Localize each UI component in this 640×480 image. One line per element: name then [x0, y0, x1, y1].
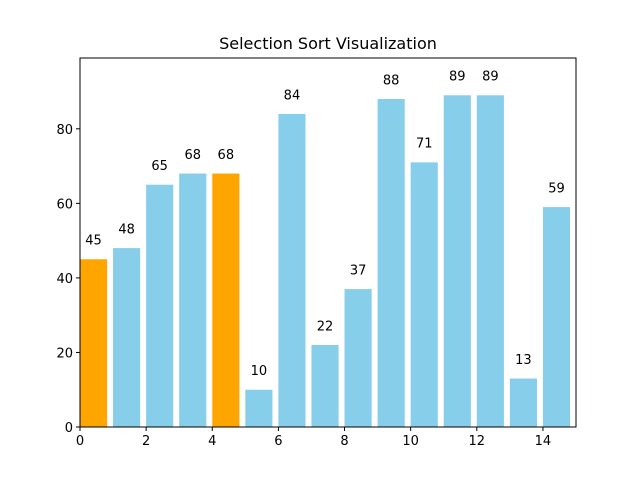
bar-3 — [179, 173, 207, 427]
data-label-9: 88 — [383, 73, 400, 88]
bar-6 — [278, 113, 306, 427]
bar-4 — [212, 173, 240, 427]
x-axis: 0 2 4 6 8 10 12 14 — [76, 427, 551, 449]
data-label-14: 59 — [548, 181, 565, 196]
y-tick-label-0: 0 — [65, 421, 73, 436]
bar-0 — [80, 259, 108, 427]
data-label-12: 89 — [482, 70, 499, 85]
x-tick-label-0: 0 — [76, 434, 84, 449]
bar-9 — [377, 99, 405, 427]
bar-14 — [542, 207, 571, 427]
bar-1 — [113, 248, 141, 427]
x-tick-label-2: 2 — [142, 434, 150, 449]
data-label-3: 68 — [184, 148, 201, 163]
chart-title: Selection Sort Visualization — [219, 34, 437, 53]
data-label-5: 10 — [251, 364, 268, 379]
data-label-6: 84 — [284, 88, 301, 103]
data-label-4: 68 — [218, 148, 235, 163]
x-tick-label-8: 8 — [340, 434, 348, 449]
x-tick-label-6: 6 — [274, 434, 282, 449]
y-tick-label-20: 20 — [56, 346, 73, 361]
bar-11 — [443, 95, 471, 427]
y-tick-label-80: 80 — [56, 123, 73, 138]
data-label-1: 48 — [118, 222, 135, 237]
data-label-10: 71 — [416, 137, 433, 152]
bar-5 — [245, 389, 273, 427]
bar-7 — [311, 345, 339, 427]
plot-frame — [79, 57, 577, 428]
bars-group — [80, 95, 571, 427]
data-labels-group: 45 48 65 68 68 10 84 22 37 88 71 89 89 13 59 — [85, 70, 564, 379]
y-axis: 0 20 40 60 80 — [56, 123, 80, 436]
data-label-7: 22 — [317, 319, 334, 334]
bar-13 — [509, 378, 537, 427]
bar-2 — [146, 184, 174, 427]
x-tick-label-14: 14 — [535, 434, 552, 449]
data-label-2: 65 — [151, 159, 168, 174]
y-tick-label-60: 60 — [56, 197, 73, 212]
x-tick-label-10: 10 — [402, 434, 419, 449]
x-tick-label-4: 4 — [208, 434, 216, 449]
bar-12 — [476, 95, 504, 427]
y-tick-label-40: 40 — [56, 272, 73, 287]
data-label-13: 13 — [515, 353, 532, 368]
bar-8 — [344, 289, 372, 427]
data-label-11: 89 — [449, 70, 466, 85]
bar-10 — [410, 162, 438, 427]
x-tick-label-12: 12 — [469, 434, 486, 449]
data-label-0: 45 — [85, 234, 102, 249]
data-label-8: 37 — [350, 263, 367, 278]
